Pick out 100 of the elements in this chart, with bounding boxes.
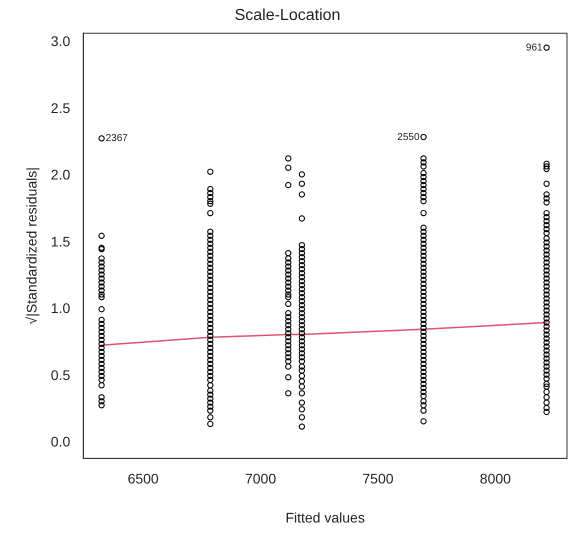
point [207, 284, 214, 291]
point [298, 294, 306, 300]
point [420, 352, 427, 360]
point [285, 310, 292, 316]
point [420, 368, 427, 376]
y-tick-label: 0.5 [50, 366, 70, 383]
point [207, 324, 214, 332]
point [420, 190, 427, 196]
point [420, 268, 427, 275]
point [207, 414, 214, 420]
point [543, 351, 550, 358]
point [298, 399, 306, 406]
point [298, 367, 306, 374]
point [285, 338, 292, 344]
point [207, 336, 214, 344]
point [285, 300, 292, 308]
point [543, 275, 550, 282]
x-axis-title: Fitted values [285, 509, 365, 526]
point [207, 236, 214, 243]
point [285, 283, 292, 290]
point [543, 367, 550, 374]
point [98, 232, 105, 239]
point [543, 180, 550, 187]
point [98, 294, 105, 300]
point [207, 296, 214, 303]
point [207, 395, 214, 402]
point [420, 236, 427, 243]
point [543, 191, 550, 198]
point [207, 387, 214, 394]
point [543, 166, 550, 172]
point [298, 262, 306, 268]
point [98, 279, 105, 286]
y-tick-label: 3.0 [50, 33, 70, 50]
point [98, 340, 105, 348]
point [298, 358, 306, 364]
point [98, 356, 105, 364]
point [298, 246, 306, 252]
point [543, 327, 550, 334]
y-tick-label: 1.0 [50, 300, 70, 316]
point [420, 248, 427, 255]
point [285, 155, 292, 162]
point [98, 259, 105, 266]
point [420, 402, 427, 408]
point [285, 322, 292, 328]
x-tick-label: 7500 [362, 470, 394, 487]
point [207, 248, 214, 255]
point [98, 344, 105, 352]
point [543, 279, 550, 286]
point [98, 271, 105, 278]
point [98, 275, 105, 282]
point [285, 358, 292, 364]
point [420, 388, 427, 396]
point [285, 267, 292, 274]
point [420, 170, 427, 176]
point [207, 308, 214, 316]
point [98, 306, 105, 312]
point [543, 226, 550, 232]
point [543, 44, 550, 51]
point [543, 210, 550, 216]
point [298, 290, 306, 296]
x-tick-label: 6500 [128, 470, 159, 487]
point [543, 394, 550, 400]
point [420, 284, 427, 291]
point [207, 304, 214, 312]
point [207, 300, 214, 308]
point [543, 404, 550, 412]
point [420, 336, 427, 344]
point [98, 287, 105, 294]
point [285, 255, 292, 262]
point [298, 215, 306, 222]
point [207, 292, 214, 299]
point [543, 247, 550, 254]
point [285, 390, 292, 396]
point [543, 163, 550, 170]
point [207, 244, 214, 251]
point [207, 356, 214, 364]
point [420, 304, 427, 312]
point [543, 319, 550, 326]
point [207, 332, 214, 340]
point [543, 355, 550, 362]
y-tick-label: 2.5 [50, 100, 70, 116]
point [420, 407, 427, 414]
point [543, 323, 550, 330]
point [543, 263, 550, 270]
point [98, 283, 105, 290]
point [420, 210, 427, 216]
point [298, 180, 306, 187]
point [285, 314, 292, 320]
point [285, 342, 292, 348]
point [298, 378, 306, 384]
point [285, 259, 292, 266]
point [285, 279, 292, 286]
point [207, 210, 214, 216]
point [420, 380, 427, 388]
point [420, 384, 427, 392]
point [207, 420, 214, 428]
point [420, 194, 427, 200]
point [543, 295, 550, 302]
point [420, 418, 427, 424]
point [420, 348, 427, 356]
